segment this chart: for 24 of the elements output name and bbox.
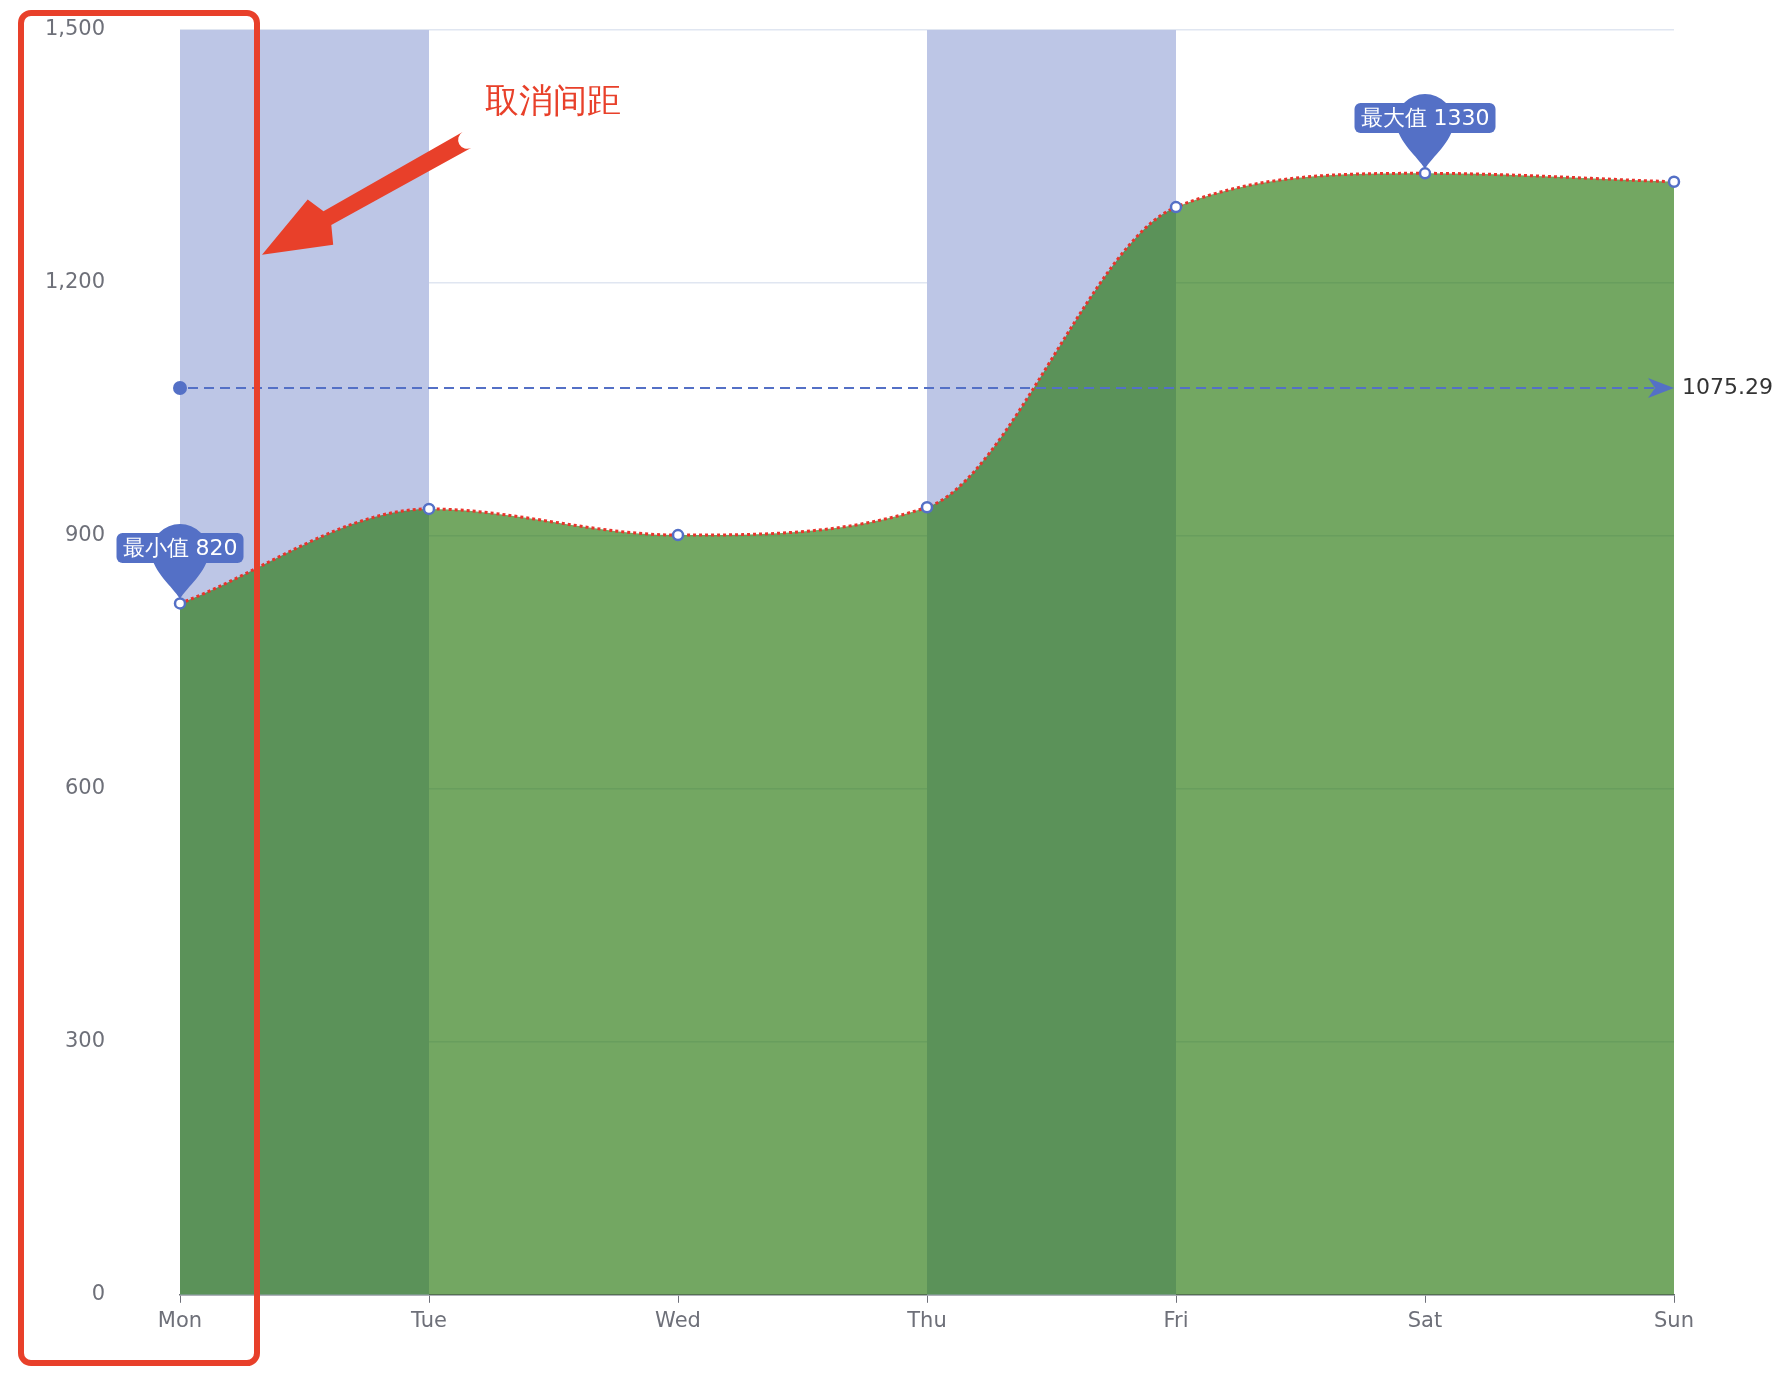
y-tick-label: 300 <box>64 1028 105 1053</box>
x-tick-label: Wed <box>655 1307 701 1332</box>
point <box>671 528 685 542</box>
point <box>1169 200 1183 214</box>
y-tick-label: 600 <box>64 775 105 800</box>
x-tick-label: Sun <box>1654 1307 1694 1332</box>
point <box>173 597 187 610</box>
x-tick-label: Thu <box>906 1307 947 1332</box>
y-tick-label: 0 <box>91 1281 105 1306</box>
ref-line-label: 1075.29 <box>1682 373 1773 399</box>
x-tick-label: Mon <box>157 1307 203 1332</box>
x-tick-label: Tue <box>410 1307 447 1332</box>
point <box>422 502 436 516</box>
y-tick-label: 1,200 <box>44 269 105 294</box>
x-tick-label: Fri <box>1163 1307 1189 1332</box>
point <box>1418 167 1432 180</box>
annotation: 取消间距 <box>485 80 621 120</box>
point <box>1667 175 1681 189</box>
annotation: 最大值 1330 <box>1354 103 1496 134</box>
x-tick-label: Sat <box>1407 1307 1443 1332</box>
point <box>920 501 934 514</box>
y-tick-label: 1,500 <box>44 16 105 41</box>
y-tick-label: 900 <box>64 522 105 547</box>
annotation: 最小值 820 <box>116 533 244 564</box>
